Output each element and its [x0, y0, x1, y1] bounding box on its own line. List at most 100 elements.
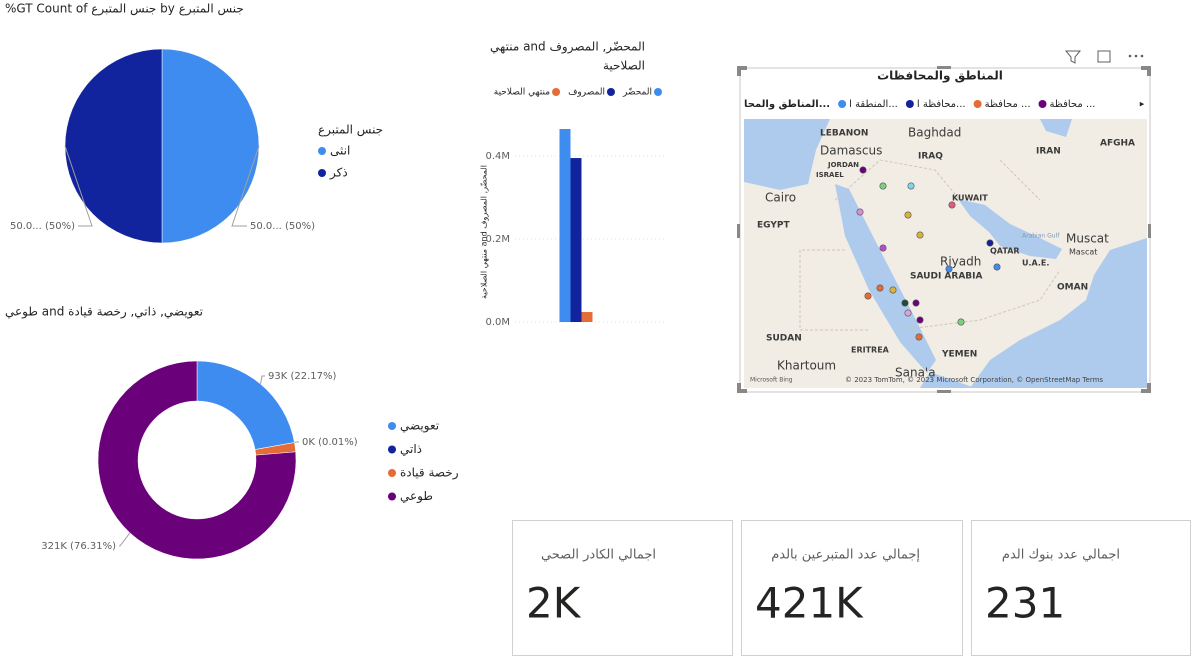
data-label: 321K (76.31%): [41, 541, 116, 552]
resize-handles: [737, 66, 1151, 393]
leader-line: [231, 145, 260, 227]
card: [512, 520, 733, 656]
pie-slice: [64, 48, 163, 244]
map-label: Damascus: [820, 144, 882, 158]
card-value: 2K: [526, 579, 582, 628]
map-label: LEBANON: [820, 129, 868, 139]
cards: اجمالي الكادر الصحي 2K إجمالي عدد المتبر…: [512, 520, 1191, 656]
map-canvas: LEBANON Baghdad Damascus IRAQ IRAN AFGHA…: [744, 119, 1147, 388]
legend-label: محافظة ا...: [917, 99, 966, 110]
card: [741, 520, 963, 656]
map-logo: Microsoft Bing: [750, 377, 793, 384]
y-tick-label: 0.2M: [485, 234, 510, 245]
legend-label: محافظة ...: [1050, 99, 1096, 110]
legend-label: المحضّر: [622, 87, 652, 97]
legend-marker: [388, 422, 396, 430]
legend-title: المناطق والمحا...: [744, 99, 830, 110]
card-label: اجمالي عدد بنوك الدم: [1002, 548, 1120, 563]
legend-label: المنطقة ا...: [849, 99, 898, 110]
card-value: 231: [985, 579, 1065, 628]
map-label: Cairo: [765, 191, 796, 205]
legend-marker: [1038, 100, 1047, 108]
legend-title: جنس المتبرع: [318, 123, 383, 138]
bar: [559, 129, 571, 322]
donut-title: طوعي and تعويضي, ذاتي, رخصة قيادة: [5, 305, 203, 320]
card-label: إجمالي عدد المتبرعين بالدم: [771, 548, 920, 563]
legend-marker: [654, 88, 662, 96]
map-legend: المناطق والمحا... المنطقة ا... محافظة ا...…: [744, 99, 1095, 110]
legend-label: ذكر: [329, 166, 348, 181]
legend-scroll-arrow[interactable]: ▸: [1140, 100, 1145, 110]
data-label: 93K (22.17%): [268, 371, 336, 382]
map-label: SAUDI ARABIA: [910, 272, 983, 282]
legend-marker: [388, 469, 396, 477]
leader-line: [294, 441, 299, 443]
map-label: ERITREA: [851, 346, 890, 355]
focus-icon[interactable]: [1097, 50, 1111, 63]
map-label: OMAN: [1057, 283, 1088, 293]
map-label: Arabian Gulf: [1022, 233, 1060, 240]
map-label: KUWAIT: [952, 194, 988, 203]
legend-marker: [606, 88, 615, 96]
bar: [570, 158, 582, 322]
map-label: SUDAN: [766, 334, 802, 344]
legend-label: محافظة ...: [985, 99, 1031, 110]
legend-label: طوعي: [400, 489, 433, 504]
legend-label: انثى: [330, 144, 350, 158]
map-label: Khartoum: [777, 359, 836, 373]
card: [971, 520, 1191, 656]
borders: [799, 159, 1061, 331]
legend-marker: [838, 100, 847, 108]
y-tick-label: 0.0M: [485, 317, 510, 328]
legend-label: منتهي الصلاحية: [494, 88, 550, 98]
filter-icon[interactable]: [1064, 50, 1082, 64]
card-value: 421K: [755, 579, 864, 628]
leader-line: [64, 145, 93, 227]
leader-line: [260, 375, 265, 385]
map-label: ISRAEL: [816, 171, 844, 179]
leader-line: [119, 532, 131, 547]
bar-title: الصلاحية: [603, 59, 645, 73]
bar-title: منتهي and المحضّر, المصروف: [490, 40, 645, 55]
legend-marker: [388, 492, 396, 501]
legend-marker: [388, 445, 396, 454]
legend-marker: [552, 88, 561, 96]
bar: [581, 312, 593, 322]
sea: [744, 119, 1147, 388]
map-label: JORDAN: [827, 161, 859, 169]
map-label: U.A.E.: [1022, 259, 1049, 268]
data-label: 50.0... (50%): [250, 221, 315, 232]
more-icon[interactable]: [1128, 54, 1132, 58]
map-label: Mascat: [1069, 248, 1097, 257]
pie-slice: [161, 48, 260, 244]
map-label: Sana'a: [895, 366, 936, 380]
map-label: Riyadh: [940, 255, 981, 269]
pie-title: %GT Count of جنس المتبرع by جنس المتبرع: [5, 2, 244, 17]
map-label: IRAN: [1036, 147, 1061, 157]
map-label: QATAR: [990, 247, 1020, 256]
legend-label: تعويضي: [400, 419, 439, 434]
donut-slice: [97, 360, 297, 560]
map-label: Muscat: [1066, 232, 1109, 246]
map-label: EGYPT: [757, 221, 790, 231]
legend-marker: [973, 100, 982, 108]
legend-marker: [318, 169, 326, 177]
map-label: AFGHA: [1100, 139, 1135, 149]
map-label: IRAQ: [918, 152, 943, 162]
legend-label: رخصة قيادة: [400, 466, 459, 481]
legend-marker: [318, 147, 326, 155]
y-tick-label: 0.4M: [485, 151, 510, 162]
more-icon[interactable]: [1140, 54, 1144, 58]
map-label: YEMEN: [941, 350, 977, 360]
legend-label: المصروف: [568, 88, 605, 98]
map-points: [856, 166, 1001, 341]
data-label: 0K (0.01%): [302, 437, 358, 448]
visual-header-icons[interactable]: [1064, 50, 1144, 64]
more-icon[interactable]: [1134, 54, 1138, 58]
map-label: Baghdad: [908, 126, 961, 140]
map-title: المناطق والمحافظات: [877, 69, 1003, 84]
card-label: اجمالي الكادر الصحي: [541, 548, 656, 563]
map-attribution[interactable]: © 2023 TomTom, © 2023 Microsoft Corporat…: [845, 376, 1103, 384]
legend-label: ذاتي: [400, 442, 422, 456]
